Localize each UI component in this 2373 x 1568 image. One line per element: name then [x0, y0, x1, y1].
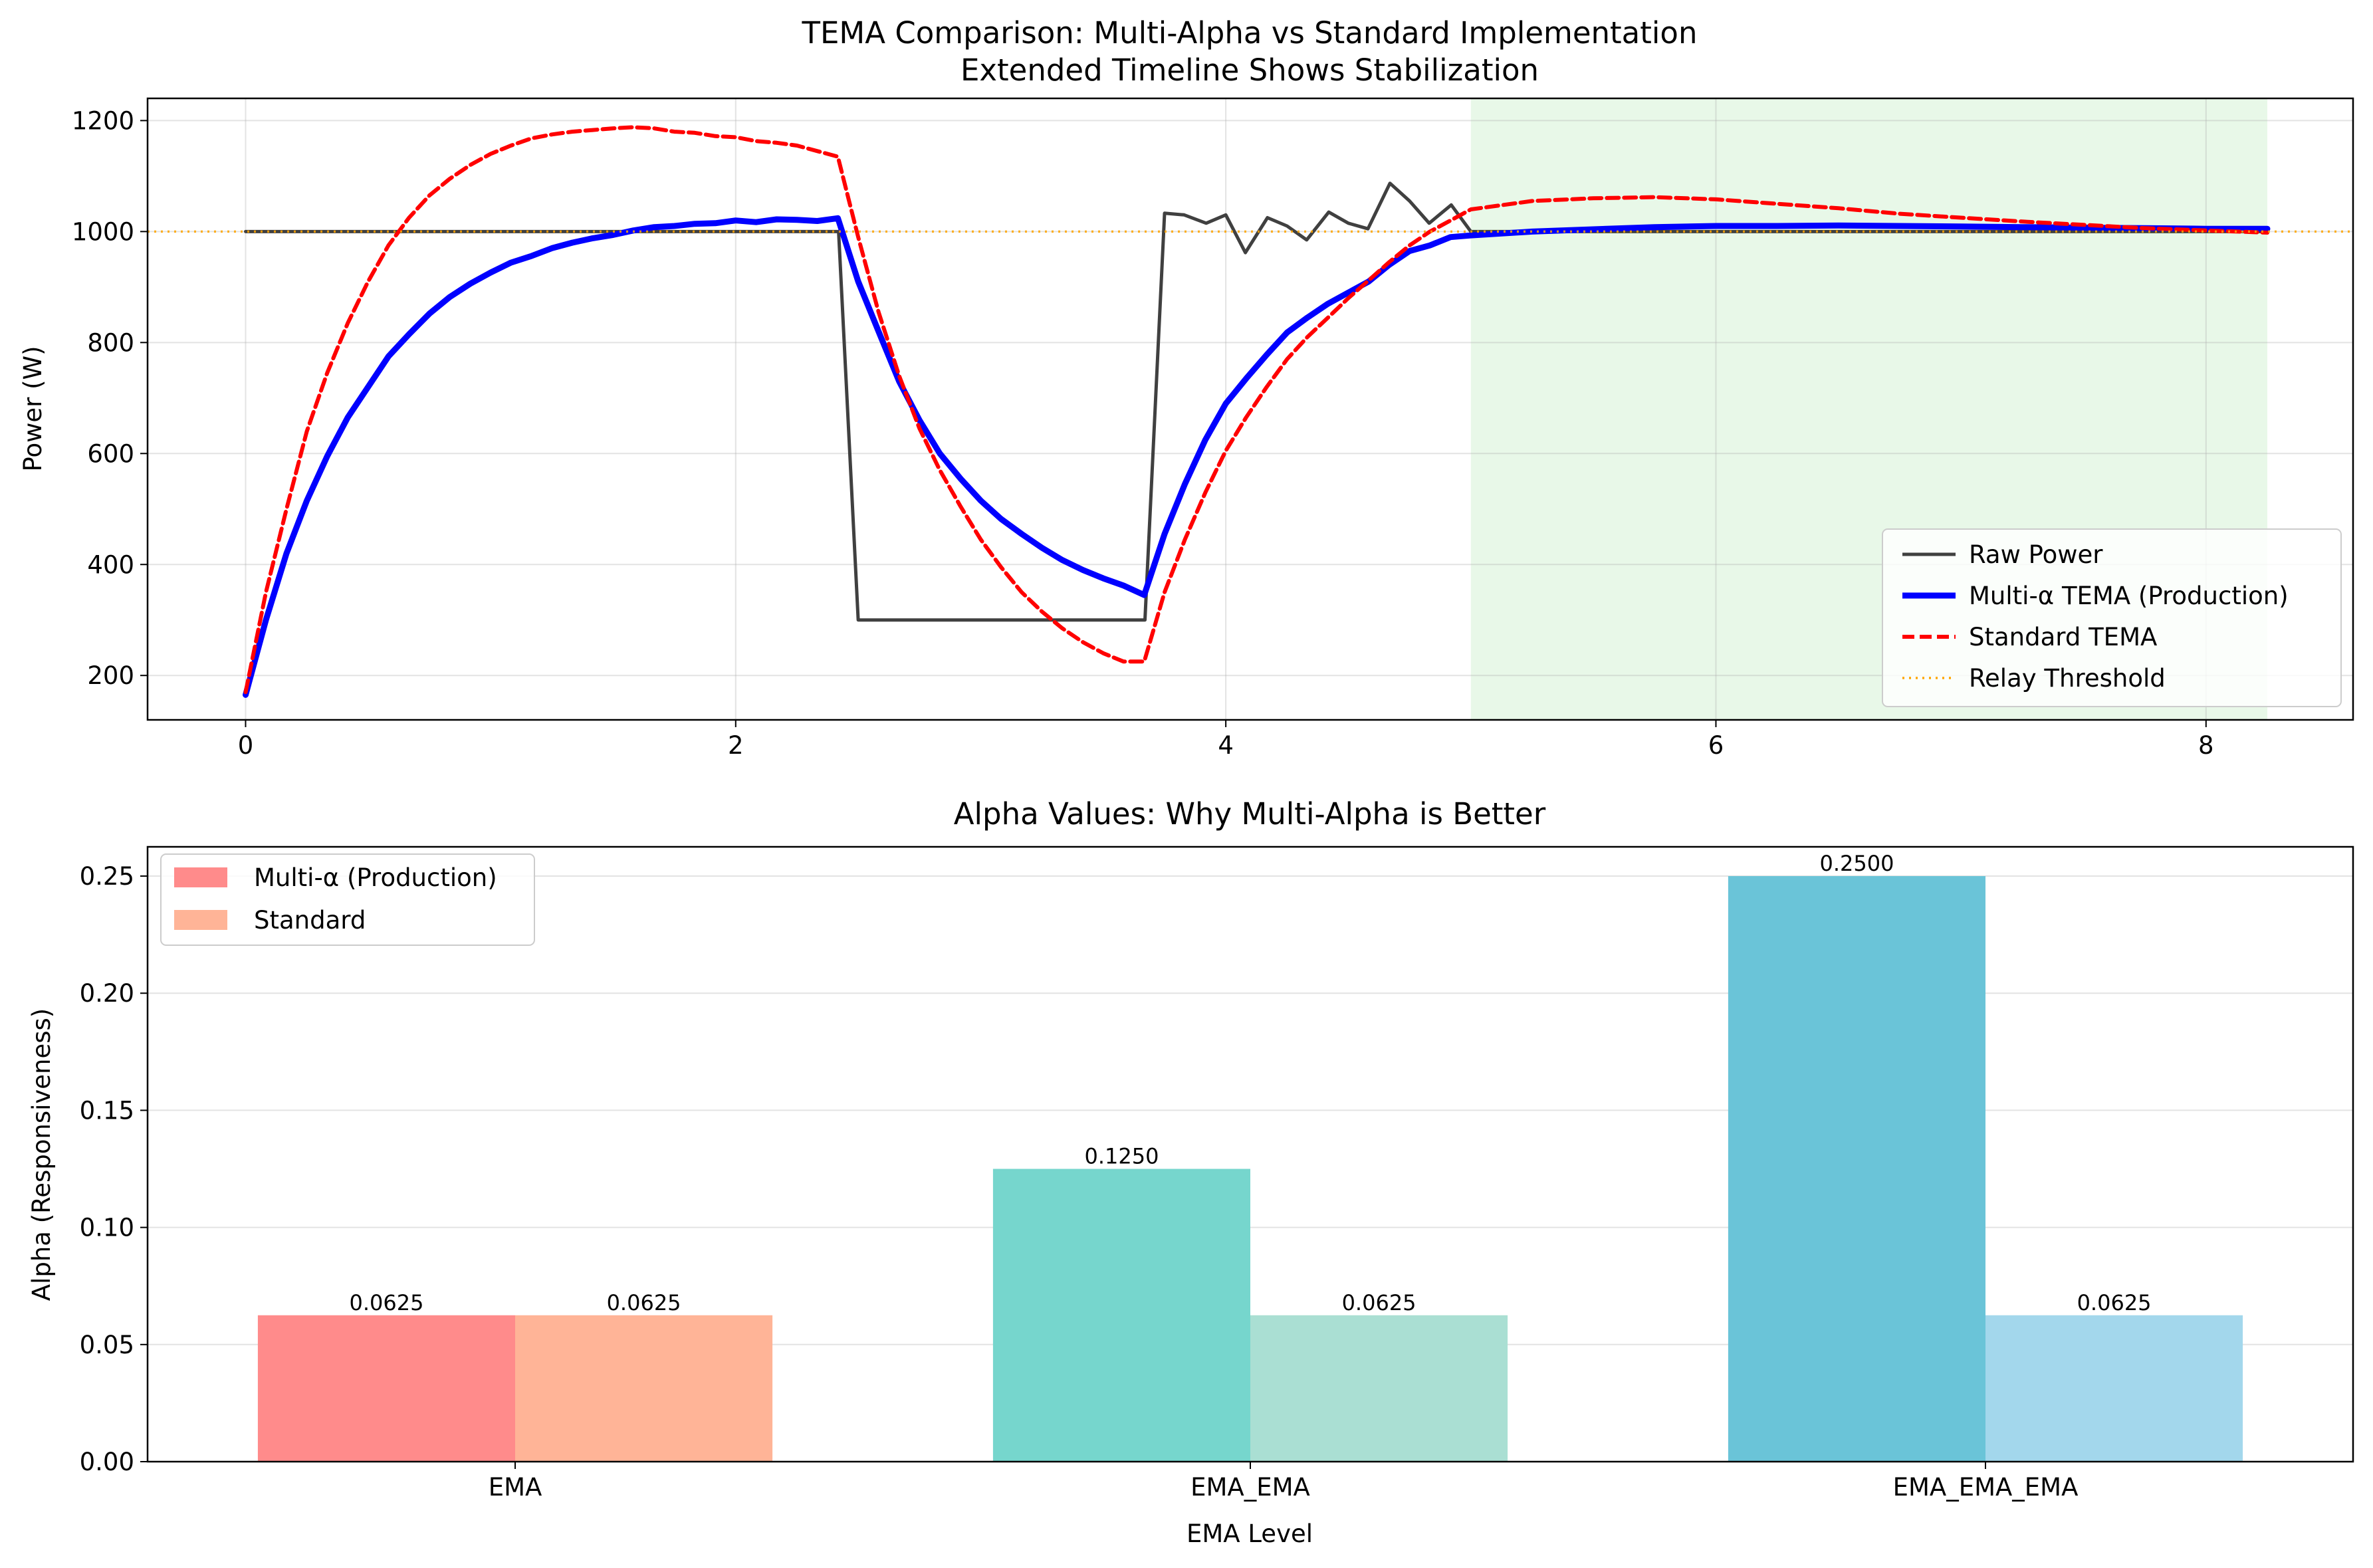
- x-tick-label: 0: [238, 731, 254, 760]
- bar-multi-production-ema-ema: [992, 1169, 1250, 1462]
- bottom-chart-y-ticks: 0.00 0.05 0.10 0.15 0.20 0.25: [80, 862, 148, 1476]
- bar-standard-ema-ema-ema: [1985, 1315, 2243, 1462]
- y-tick-label: 400: [87, 550, 134, 579]
- y-tick-label: 1000: [72, 217, 134, 246]
- legend-swatch-standard: [174, 910, 227, 930]
- legend-label-standard-tema: Standard TEMA: [1969, 623, 2157, 651]
- bottom-chart-x-label: EMA Level: [1186, 1519, 1313, 1548]
- x-tick-label: EMA_EMA: [1190, 1473, 1310, 1502]
- top-chart-legend: Raw Power Multi-α TEMA (Production) Stan…: [1882, 528, 2342, 707]
- series-line-standard-tema: [243, 125, 2269, 695]
- y-tick-label: 0.00: [80, 1448, 134, 1476]
- y-tick-label: 600: [87, 439, 134, 468]
- y-tick-label: 0.25: [80, 862, 134, 891]
- bar-value-label: 0.0625: [349, 1290, 423, 1315]
- x-tick-label: 8: [2198, 731, 2214, 760]
- bottom-chart-y-label: Alpha (Responsiveness): [27, 1008, 56, 1301]
- top-chart-frame: [146, 97, 2354, 721]
- legend-box: [1882, 528, 2342, 707]
- top-chart-title: TEMA Comparison: Multi-Alpha vs Standard…: [802, 15, 1698, 51]
- x-tick-label: 2: [728, 731, 744, 760]
- bottom-chart-bars: 0.0625 0.0625 0.1250 0.0625 0.2500 0.0625: [257, 851, 2243, 1462]
- bar-value-label: 0.0625: [2077, 1290, 2152, 1315]
- y-tick-label: 0.20: [80, 979, 134, 1008]
- y-tick-label: 1200: [72, 106, 134, 135]
- legend-swatch-multi-alpha: [174, 867, 227, 887]
- bottom-chart-title: Alpha Values: Why Multi-Alpha is Better: [954, 796, 1546, 832]
- legend-label-relay-threshold: Relay Threshold: [1969, 664, 2166, 693]
- bar-multi-production-ema: [257, 1315, 515, 1462]
- legend-label-multi-alpha-tema: Multi-α TEMA (Production): [1969, 582, 2289, 610]
- top-chart-subtitle: Extended Timeline Shows Stabilization: [960, 53, 1539, 88]
- bottom-chart-x-ticks: EMA EMA_EMA EMA_EMA_EMA: [489, 1462, 2079, 1502]
- x-tick-label: 4: [1218, 731, 1234, 760]
- bar-value-label: 0.0625: [1342, 1290, 1416, 1315]
- series-line-multi-tema-production: [243, 215, 2271, 698]
- legend-label-raw-power: Raw Power: [1969, 540, 2103, 569]
- bar-value-label: 0.0625: [607, 1290, 681, 1315]
- top-chart-series: [148, 125, 2353, 698]
- y-tick-label: 0.05: [80, 1331, 134, 1359]
- y-tick-label: 200: [87, 661, 134, 690]
- top-chart-x-ticks: 0 2 4 6 8: [238, 720, 2214, 760]
- legend-box: [160, 853, 535, 946]
- legend-label-standard: Standard: [254, 906, 366, 935]
- bar-value-label: 0.1250: [1084, 1144, 1159, 1169]
- x-tick-label: EMA_EMA_EMA: [1893, 1473, 2079, 1502]
- x-tick-label: EMA: [489, 1473, 542, 1502]
- y-tick-label: 800: [87, 328, 134, 357]
- x-tick-label: 6: [1708, 731, 1724, 760]
- bar-multi-production-ema-ema-ema: [1728, 876, 1985, 1462]
- top-chart-y-ticks: 200 400 600 800 1000 1200: [72, 106, 148, 690]
- bar-standard-ema-ema: [1250, 1315, 1508, 1462]
- bottom-chart-legend: Multi-α (Production) Standard: [160, 853, 535, 946]
- y-tick-label: 0.10: [80, 1214, 134, 1242]
- series-line-raw-power: [244, 181, 2269, 622]
- bar-value-label: 0.2500: [1819, 851, 1894, 876]
- top-chart-y-label: Power (W): [19, 346, 47, 471]
- y-tick-label: 0.15: [80, 1096, 134, 1125]
- bar-standard-ema: [515, 1315, 773, 1462]
- legend-label-multi-alpha: Multi-α (Production): [254, 863, 497, 892]
